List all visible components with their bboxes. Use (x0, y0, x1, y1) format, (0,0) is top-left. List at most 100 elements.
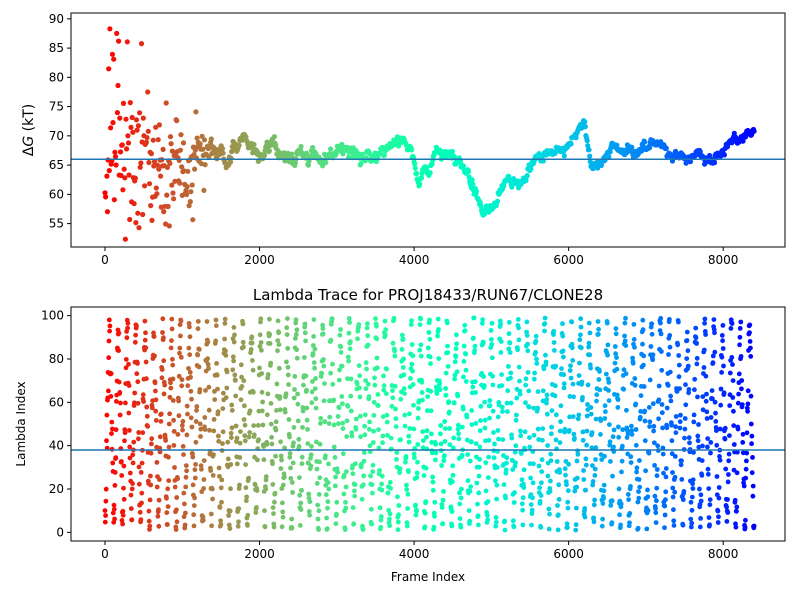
lambda-point (442, 439, 448, 444)
lambda-point (355, 336, 360, 342)
lambda-point (243, 485, 249, 491)
lambda-point (469, 408, 474, 413)
lambda-point (508, 400, 514, 406)
lambda-point (345, 354, 351, 360)
lambda-point (262, 524, 268, 530)
lambda-point (647, 424, 652, 429)
dg-point (243, 134, 249, 140)
lambda-point (502, 527, 508, 533)
lambda-point (400, 365, 406, 370)
lambda-point (113, 455, 119, 460)
lambda-point (279, 457, 284, 463)
lambda-point (174, 495, 180, 500)
lambda-point (613, 326, 619, 331)
lambda-point (468, 484, 474, 489)
lambda-point (353, 416, 359, 422)
lambda-point (406, 469, 411, 475)
lambda-point (194, 408, 199, 413)
lambda-point (491, 430, 496, 435)
dg-point (137, 164, 143, 170)
lambda-point (456, 431, 461, 437)
lambda-point (676, 319, 681, 325)
lambda-point (588, 405, 594, 410)
lambda-point (378, 524, 384, 530)
lambda-point (538, 525, 544, 530)
lambda-point (499, 404, 505, 410)
lambda-point (713, 419, 719, 424)
lambda-point (353, 461, 358, 467)
lambda-point (278, 439, 283, 445)
lambda-point (187, 334, 193, 340)
lambda-point (719, 370, 724, 375)
lambda-point (451, 435, 457, 441)
lambda-point (488, 328, 494, 333)
lambda-point (419, 379, 425, 385)
lambda-point (582, 506, 588, 511)
lambda-point (216, 465, 222, 471)
lambda-point (119, 518, 125, 523)
dg-point (143, 139, 149, 145)
lambda-point (324, 526, 330, 532)
lambda-point (527, 435, 532, 440)
dg-point (121, 166, 127, 172)
lambda-point (556, 497, 562, 502)
lambda-point (220, 406, 226, 411)
lambda-point (685, 363, 691, 369)
lambda-point (119, 473, 125, 478)
lambda-point (574, 475, 580, 481)
lambda-point (123, 365, 129, 371)
lambda-point (334, 499, 340, 505)
lambda-point (126, 428, 132, 433)
lambda-point (455, 422, 461, 428)
lambda-point (672, 454, 678, 459)
lambda-point (205, 362, 211, 367)
lambda-point (546, 506, 552, 512)
lambda-point (234, 461, 240, 467)
lambda-point (245, 523, 250, 528)
lambda-point (669, 438, 675, 444)
lambda-point (121, 485, 126, 491)
lambda-point (183, 510, 188, 516)
lambda-point (163, 438, 169, 443)
lambda-point (464, 414, 470, 420)
lambda-point (244, 494, 250, 500)
lambda-point (455, 426, 461, 432)
x-tick-label: 6000 (553, 253, 584, 267)
lambda-point (269, 434, 274, 440)
lambda-point (677, 425, 683, 431)
lambda-point (372, 382, 378, 388)
lambda-point (281, 474, 287, 480)
lambda-point (472, 343, 478, 349)
lambda-point (586, 320, 592, 326)
lambda-point (624, 435, 630, 440)
lambda-point (273, 419, 279, 425)
lambda-point (237, 455, 243, 460)
lambda-point (253, 510, 259, 515)
lambda-point (727, 370, 733, 376)
lambda-point (554, 459, 560, 464)
lambda-point (602, 416, 608, 421)
lambda-axes-frame (70, 306, 786, 542)
lambda-point (553, 412, 559, 418)
lambda-point (648, 344, 654, 349)
dg-point (134, 127, 140, 133)
lambda-point (305, 427, 310, 432)
lambda-point (139, 460, 145, 466)
lambda-point (166, 444, 172, 450)
lambda-point (600, 516, 605, 522)
lambda-point (213, 317, 219, 323)
lambda-point (578, 332, 583, 338)
dg-point (140, 211, 146, 218)
lambda-point (174, 519, 180, 525)
lambda-point (410, 382, 416, 387)
lambda-point (429, 440, 435, 445)
x-tick-label: 2000 (244, 253, 275, 267)
lambda-point (317, 475, 323, 481)
lambda-point (481, 374, 486, 379)
lambda-point (410, 353, 416, 359)
lambda-point (279, 524, 285, 530)
lambda-point (425, 408, 430, 414)
dg-point (220, 150, 226, 156)
lambda-point (289, 480, 295, 485)
lambda-point (467, 458, 473, 464)
